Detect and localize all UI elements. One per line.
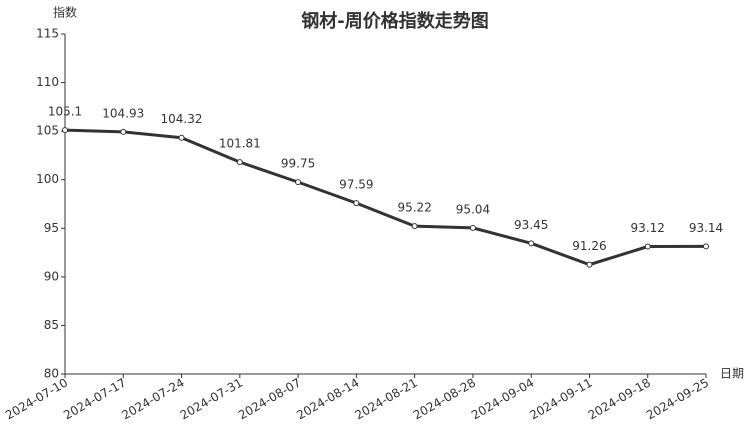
- data-label: 91.26: [572, 239, 606, 253]
- x-tick-label: 2024-09-11: [527, 376, 594, 423]
- data-label: 101.81: [219, 137, 261, 151]
- data-label: 93.12: [631, 221, 665, 235]
- y-tick-label: 80: [44, 367, 59, 381]
- data-label: 93.14: [689, 221, 723, 235]
- point: [586, 261, 593, 268]
- point: [178, 134, 185, 141]
- x-tick-label: 2024-08-28: [411, 376, 478, 423]
- point: [703, 243, 709, 250]
- data-label: 95.04: [456, 202, 490, 216]
- point: [62, 127, 68, 134]
- y-tick-label: 105: [36, 124, 59, 138]
- y-tick-label: 110: [36, 75, 59, 89]
- data-label: 93.45: [514, 218, 548, 232]
- x-tick-label: 2024-08-07: [236, 376, 303, 423]
- x-tick-label: 2024-09-04: [469, 376, 536, 423]
- x-tick-label: 2024-08-21: [352, 376, 419, 423]
- data-label: 95.22: [397, 201, 431, 215]
- point: [469, 224, 476, 231]
- x-tick-label: 2024-07-31: [178, 376, 245, 423]
- point: [411, 223, 418, 230]
- point: [353, 200, 360, 207]
- data-label: 105.1: [48, 105, 82, 119]
- point: [644, 243, 651, 250]
- chart-title: 钢材-周价格指数走势图: [301, 10, 488, 32]
- data-label: 99.75: [281, 157, 315, 171]
- x-tick-label: 2024-08-14: [294, 376, 361, 423]
- x-tick-label: 2024-07-10: [3, 376, 70, 423]
- x-tick-label: 2024-09-25: [644, 376, 711, 423]
- y-axis-label: 指数: [53, 5, 77, 20]
- y-tick-label: 90: [44, 269, 59, 283]
- y-tick-label: 85: [44, 318, 59, 332]
- x-tick-label: 2024-07-17: [61, 376, 128, 423]
- x-tick-label: 2024-09-18: [586, 376, 653, 423]
- point: [236, 159, 243, 166]
- x-tick-label: 2024-07-24: [119, 376, 186, 423]
- y-tick-label: 115: [36, 27, 59, 41]
- point: [120, 128, 127, 135]
- data-label: 97.59: [339, 178, 373, 192]
- x-axis-label: 日期: [720, 367, 744, 381]
- point: [528, 240, 535, 247]
- y-tick-label: 100: [36, 172, 59, 186]
- data-label: 104.32: [161, 112, 203, 126]
- point: [295, 179, 302, 186]
- line: [64, 128, 707, 267]
- y-tick-label: 95: [44, 221, 59, 235]
- data-label: 104.93: [102, 106, 144, 120]
